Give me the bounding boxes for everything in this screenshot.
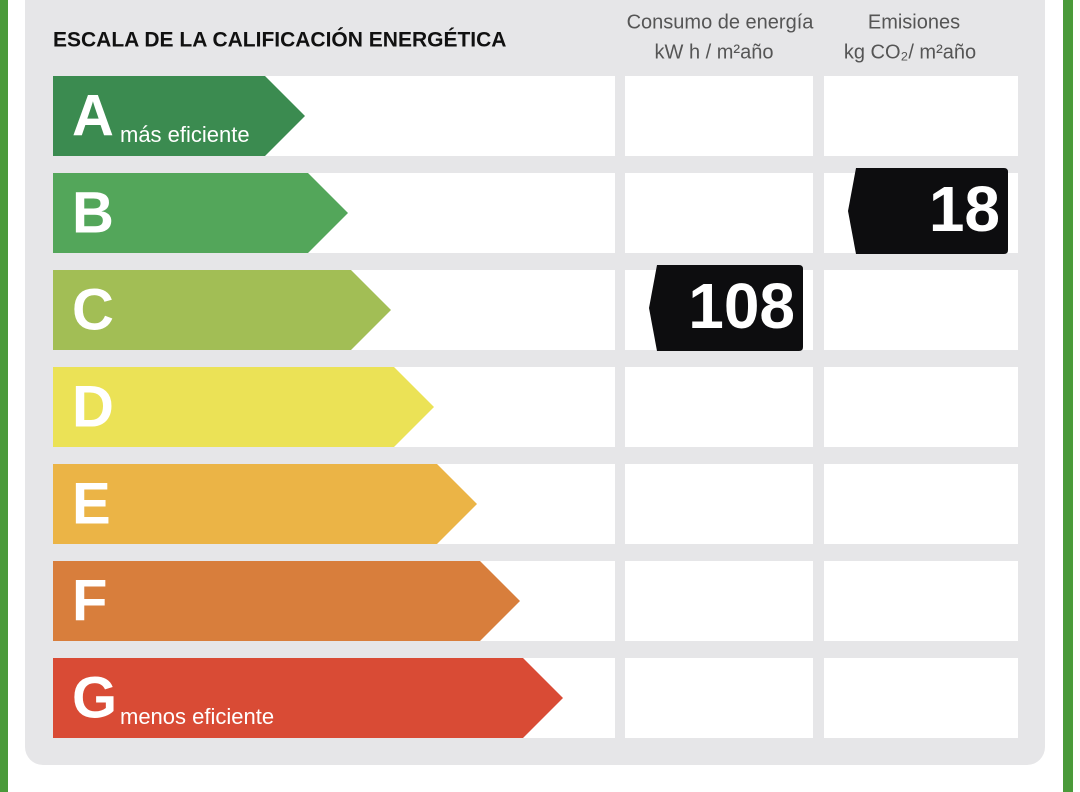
rating-arrow (53, 270, 391, 350)
rating-arrow (53, 464, 477, 544)
rating-arrow (53, 173, 348, 253)
rating-letter: D (72, 374, 114, 439)
cell (625, 76, 813, 156)
cell (824, 270, 1018, 350)
border-right (1063, 0, 1073, 792)
rating-letter: G (72, 665, 117, 730)
rating-arrow (53, 561, 520, 641)
rating-note: menos eficiente (120, 704, 274, 729)
rating-arrow (53, 76, 305, 156)
cell (625, 173, 813, 253)
cell (625, 367, 813, 447)
rating-badge (848, 168, 1008, 254)
rating-letter: A (72, 83, 114, 148)
cell (625, 561, 813, 641)
column-name: Consumo de energía (627, 11, 815, 33)
cell (824, 367, 1018, 447)
cell (824, 464, 1018, 544)
column-unit: kW h / m²año (655, 41, 774, 63)
cell (824, 561, 1018, 641)
rating-letter: F (72, 568, 107, 633)
rating-value: 18 (929, 173, 1000, 245)
rating-arrow (53, 367, 434, 447)
rating-letter: C (72, 277, 114, 342)
rating-note: más eficiente (120, 122, 250, 147)
rating-value: 108 (688, 270, 795, 342)
rating-arrow (53, 658, 563, 738)
title: ESCALA DE LA CALIFICACIÓN ENERGÉTICA (53, 28, 506, 52)
rating-badge (649, 265, 803, 351)
column-name: Emisiones (868, 11, 960, 33)
border-left (0, 0, 8, 792)
rating-letter: B (72, 180, 114, 245)
cell (824, 658, 1018, 738)
cell (824, 76, 1018, 156)
column-unit: kg CO₂/ m²año (844, 41, 976, 63)
cell (625, 658, 813, 738)
cell (625, 464, 813, 544)
rating-letter: E (72, 471, 111, 536)
